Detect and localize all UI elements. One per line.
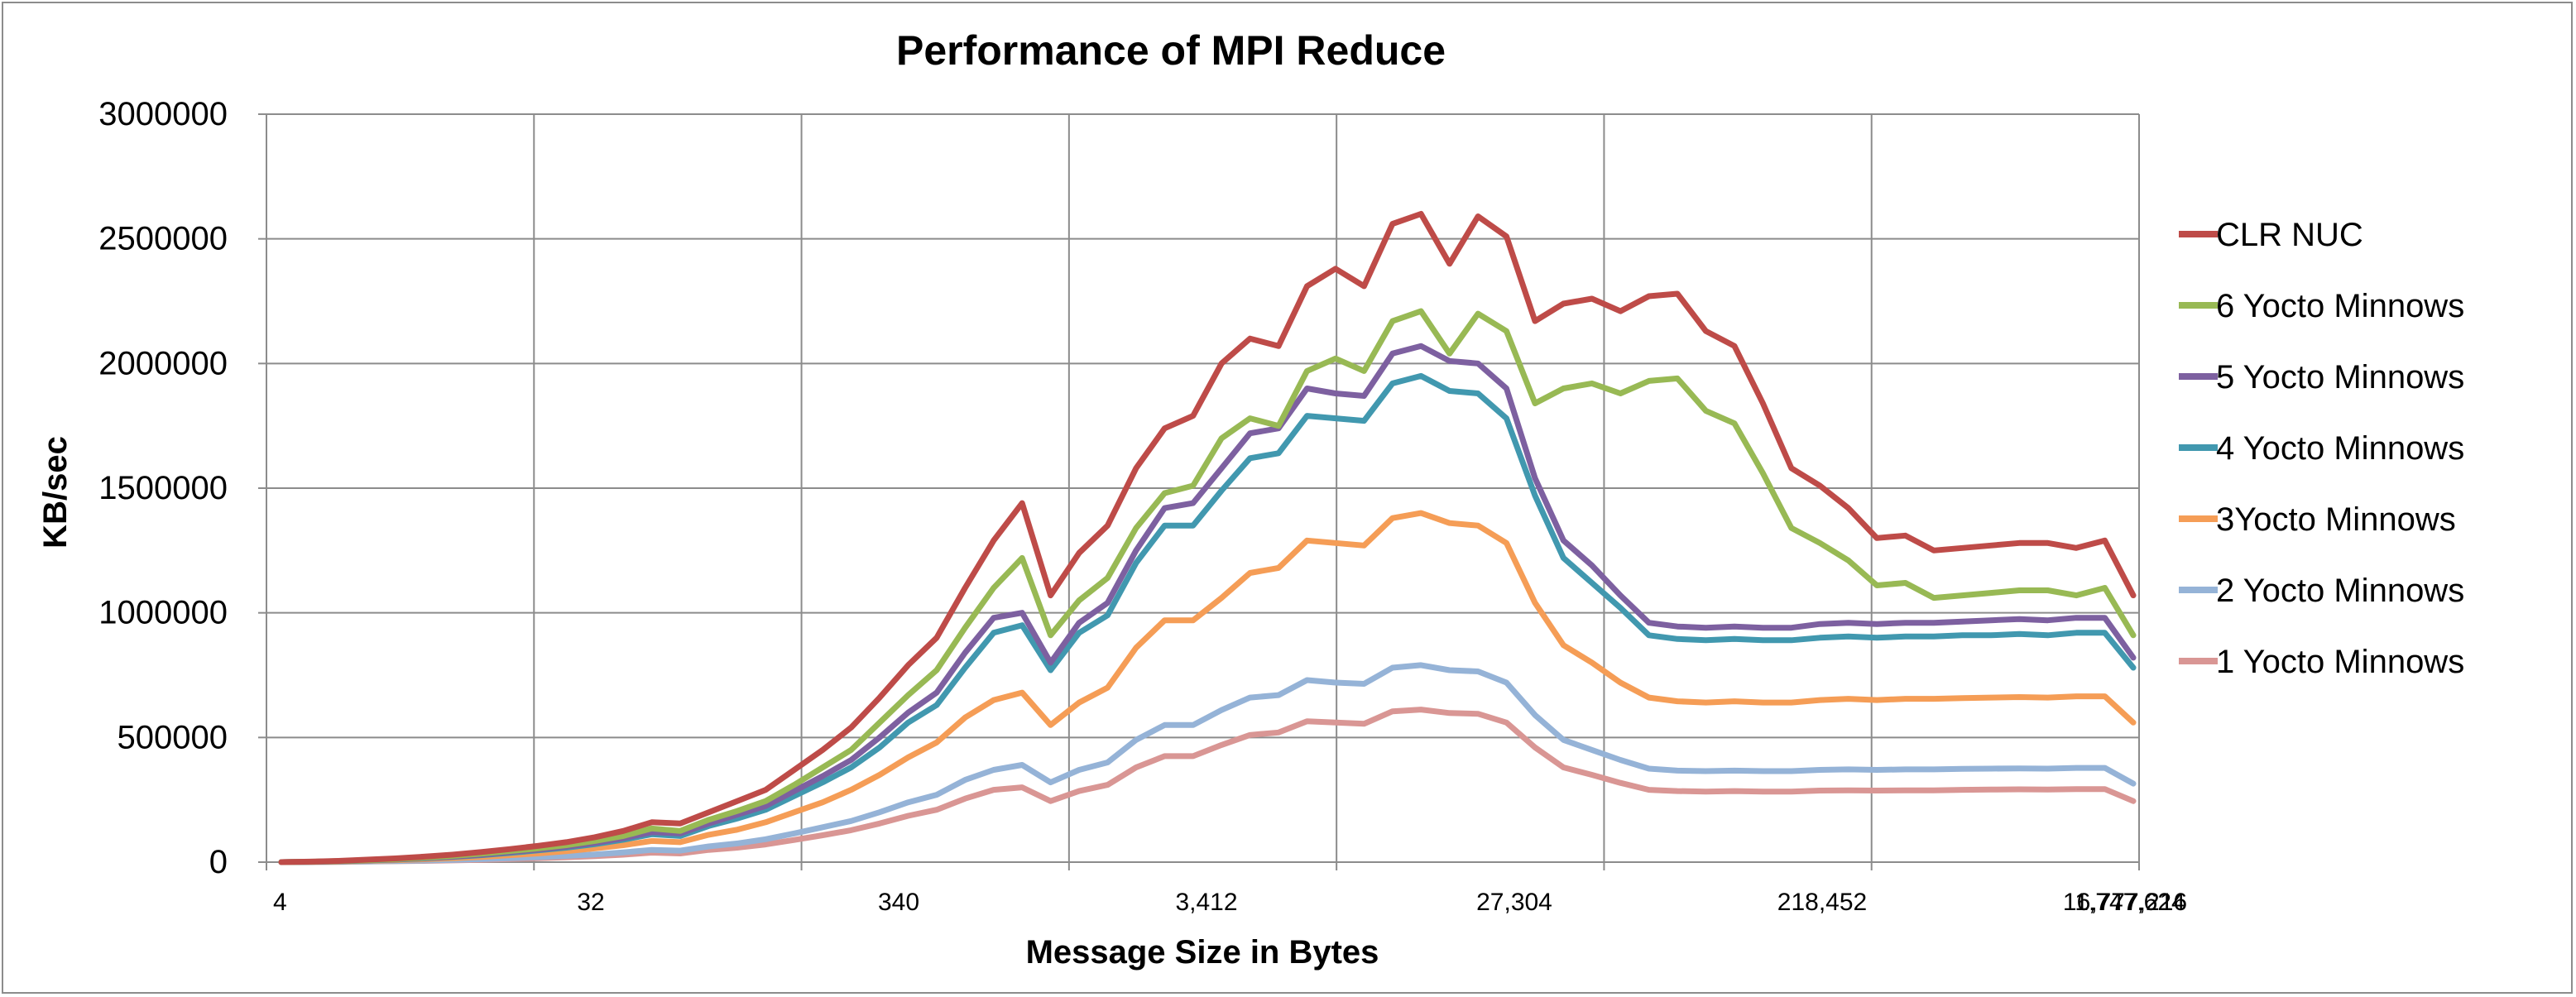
series-line-1 <box>278 308 2137 865</box>
y-tick-label: 0 <box>209 844 228 880</box>
x-tick-label: 32 <box>577 889 604 916</box>
series-line-5 <box>278 662 2137 865</box>
y-tick-label: 1000000 <box>98 595 228 631</box>
y-tick-label: 1500000 <box>98 470 228 506</box>
legend[interactable]: CLR NUC 6 Yocto Minnows 5 Yocto Minnows 4 Y… <box>2179 217 2464 680</box>
x-tick-label: 3,412 <box>1175 889 1237 916</box>
legend-item[interactable]: CLR NUC <box>2179 217 2363 253</box>
y-tick-label: 2500000 <box>98 221 228 257</box>
legend-label: 2 Yocto Minnows <box>2216 573 2464 609</box>
series-line-4 <box>278 510 2137 865</box>
y-tick-label: 2000000 <box>98 345 228 381</box>
series-lines <box>278 211 2137 865</box>
legend-label: CLR NUC <box>2216 217 2363 253</box>
legend-label: 6 Yocto Minnows <box>2216 288 2464 324</box>
legend-item[interactable]: 6 Yocto Minnows <box>2179 288 2464 324</box>
x-tick-label: 4 <box>273 889 287 916</box>
legend-label: 3Yocto Minnows <box>2216 501 2456 538</box>
y-tick-label: 500000 <box>118 719 228 755</box>
x-tick-labels: 4 32 340 3,412 27,304 218,452 1,747,62416,777,… <box>273 889 2187 916</box>
legend-item[interactable]: 5 Yocto Minnows <box>2179 359 2464 395</box>
legend-label: 4 Yocto Minnows <box>2216 430 2464 467</box>
x-axis-title: Message Size in Bytes <box>1026 934 1379 971</box>
legend-label: 1 Yocto Minnows <box>2216 644 2464 680</box>
y-tick-labels: 0 500000 1000000 1500000 2000000 2500000 30000… <box>98 96 228 880</box>
chart-title: Performance of MPI Reduce <box>896 27 1446 74</box>
gridlines <box>266 113 2140 862</box>
y-tick-label: 3000000 <box>98 96 228 132</box>
y-axis-title: KB/sec <box>37 436 74 549</box>
legend-item[interactable]: 1 Yocto Minnows <box>2179 644 2464 680</box>
axes <box>258 113 2140 870</box>
x-tick-label: 218,452 <box>1777 889 1867 916</box>
legend-item[interactable]: 4 Yocto Minnows <box>2179 430 2464 467</box>
legend-item[interactable]: 3Yocto Minnows <box>2179 501 2456 538</box>
x-tick-label: 27,304 <box>1476 889 1552 916</box>
x-tick-label: 16,777,216 <box>2063 889 2187 916</box>
series-line-2 <box>278 343 2137 865</box>
series-line-0 <box>278 211 2137 865</box>
legend-label: 5 Yocto Minnows <box>2216 359 2464 395</box>
series-line-6 <box>278 707 2137 865</box>
x-tick-label: 340 <box>878 889 919 916</box>
legend-item[interactable]: 2 Yocto Minnows <box>2179 573 2464 609</box>
x-tick-label: 1,747,624 <box>2075 889 2185 916</box>
